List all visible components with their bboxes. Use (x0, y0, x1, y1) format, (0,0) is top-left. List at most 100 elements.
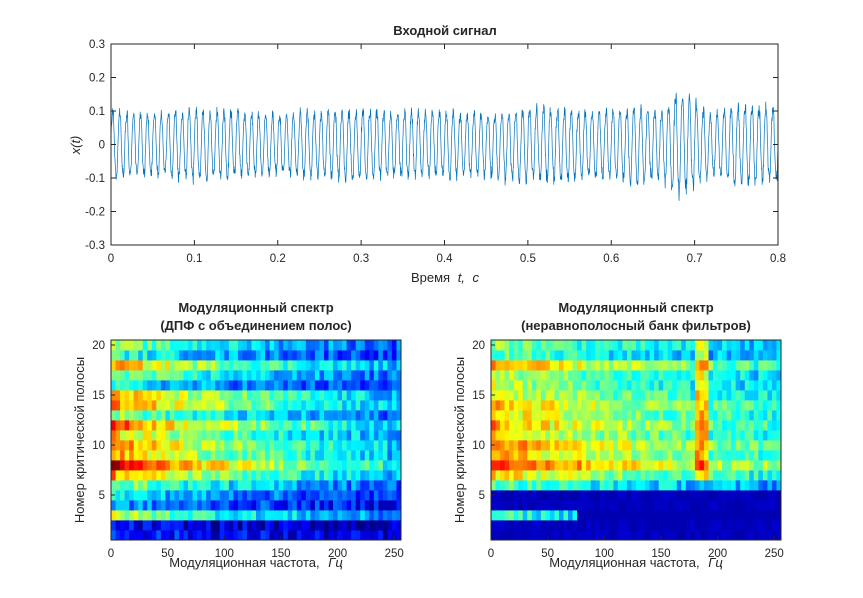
heatmap-right-cell (694, 470, 700, 481)
heatmap-right-cell (558, 410, 564, 421)
heatmap-right-cell (558, 420, 564, 431)
heatmap-right-cell (672, 500, 678, 511)
heatmap-left-cell (269, 380, 275, 391)
heatmap-left-cell (360, 420, 366, 431)
heatmap-left-cell (278, 430, 284, 441)
heatmap-right-cell (536, 520, 542, 531)
heatmap-right-cell (545, 400, 551, 411)
heatmap-left-cell (301, 400, 307, 411)
heatmap-right-cell (558, 460, 564, 471)
heatmap-right-cell (509, 500, 515, 511)
heatmap-right-cell (676, 420, 682, 431)
heatmap-left-cell (160, 520, 166, 531)
heatmap-right-cell (654, 410, 660, 421)
heatmap-right-cell (649, 420, 655, 431)
heatmap-left-cell (120, 340, 125, 351)
heatmap-left-cell (206, 440, 212, 451)
heatmap-left-cell (206, 520, 212, 531)
heatmap-right-cell (518, 520, 524, 531)
heatmap-left-cell (246, 370, 252, 381)
heatmap-right-cell (667, 400, 673, 411)
heatmap-right-cell (549, 470, 555, 481)
heatmap-left-axes-box (110, 339, 402, 541)
heatmap-right-cell (713, 410, 718, 421)
heatmap-right-cell (599, 460, 605, 471)
heatmap-left-cell (215, 360, 221, 371)
heatmap-left-cell (360, 400, 366, 411)
heatmap-left-cell (156, 480, 162, 491)
heatmap-left-cell (160, 430, 166, 441)
heatmap-left-cell (387, 480, 393, 491)
heatmap-right-cell (631, 510, 637, 521)
heatmap-right-cell (500, 520, 505, 531)
heatmap-left-cell (156, 530, 162, 541)
heatmap-right-cell (631, 450, 637, 461)
heatmap-right-cell (703, 520, 709, 531)
heatmap-right-cell (495, 530, 501, 541)
heatmap-right-cell (640, 520, 646, 531)
heatmap-left-cell (256, 420, 261, 431)
heatmap-right-cell (694, 410, 700, 421)
heatmap-left-cell (296, 410, 302, 421)
heatmap-left-cell (151, 500, 157, 511)
heatmap-left-cell (355, 420, 361, 431)
heatmap-right-cell (581, 440, 587, 451)
heatmap-right-cell (758, 400, 764, 411)
heatmap-left-cell (183, 340, 189, 351)
heatmap-left-cell (251, 390, 257, 401)
heatmap-right-cell (776, 380, 782, 391)
heatmap-left-cell (337, 410, 343, 421)
heatmap-right-cell (649, 380, 655, 391)
heatmap-left-cell (246, 500, 252, 511)
heatmap-left-cell (305, 450, 311, 461)
heatmap-right-cell (504, 440, 510, 451)
heatmap-right-cell (518, 500, 524, 511)
heatmap-right-cell (549, 370, 555, 381)
heatmap-right-cell (753, 530, 759, 541)
heatmap-left-cell (278, 440, 284, 451)
heatmap-left-cell (210, 510, 216, 521)
heatmap-left-cell (120, 500, 125, 511)
heatmap-right-cell (731, 500, 737, 511)
heatmap-left-cell (115, 400, 121, 411)
heatmap-right-cell (694, 440, 700, 451)
heatmap-left-cell (260, 450, 266, 461)
heatmap-left-cell (305, 490, 311, 501)
heatmap-right-cell (504, 490, 510, 501)
heatmap-left-cell (373, 530, 379, 541)
heatmap-left-cell (124, 460, 130, 471)
heatmap-right-cell (563, 400, 569, 411)
heatmap-left-cell (360, 500, 366, 511)
heatmap-left-cell (292, 370, 298, 381)
heatmap-left-cell (206, 400, 212, 411)
heatmap-left-cell (328, 430, 334, 441)
heatmap-right-cell (549, 340, 555, 351)
heatmap-left-cell (337, 510, 343, 521)
heatmap-right-cell (753, 400, 759, 411)
heatmap-left-cell (237, 430, 243, 441)
heatmap-left-cell (260, 460, 266, 471)
heatmap-right-cell (500, 390, 505, 401)
heatmap-left-cell (269, 500, 275, 511)
heatmap-left-cell (355, 500, 361, 511)
heatmap-left-cell (373, 380, 379, 391)
heatmap-left-cell (147, 370, 153, 381)
heatmap-left-cell (373, 460, 379, 471)
heatmap-left-cell (346, 360, 352, 371)
heatmap-right-cell (558, 500, 564, 511)
heatmap-left-cell (296, 390, 302, 401)
heatmap-left-cell (391, 470, 397, 481)
heatmap-left-cell (378, 460, 384, 471)
heatmap-left-cell (391, 490, 397, 501)
heatmap-left-cell (242, 530, 248, 541)
heatmap-left-cell (292, 450, 298, 461)
heatmap-right-cell (694, 520, 700, 531)
heatmap-right-cell (744, 520, 750, 531)
heatmap-left-cell (364, 420, 370, 431)
heatmap-left-cell (251, 420, 257, 431)
heatmap-left-cell (305, 350, 311, 361)
heatmap-left-cell (323, 450, 329, 461)
heatmap-left-cell (396, 530, 402, 541)
heatmap-right-cell (717, 460, 723, 471)
heatmap-right-cell (518, 490, 524, 501)
